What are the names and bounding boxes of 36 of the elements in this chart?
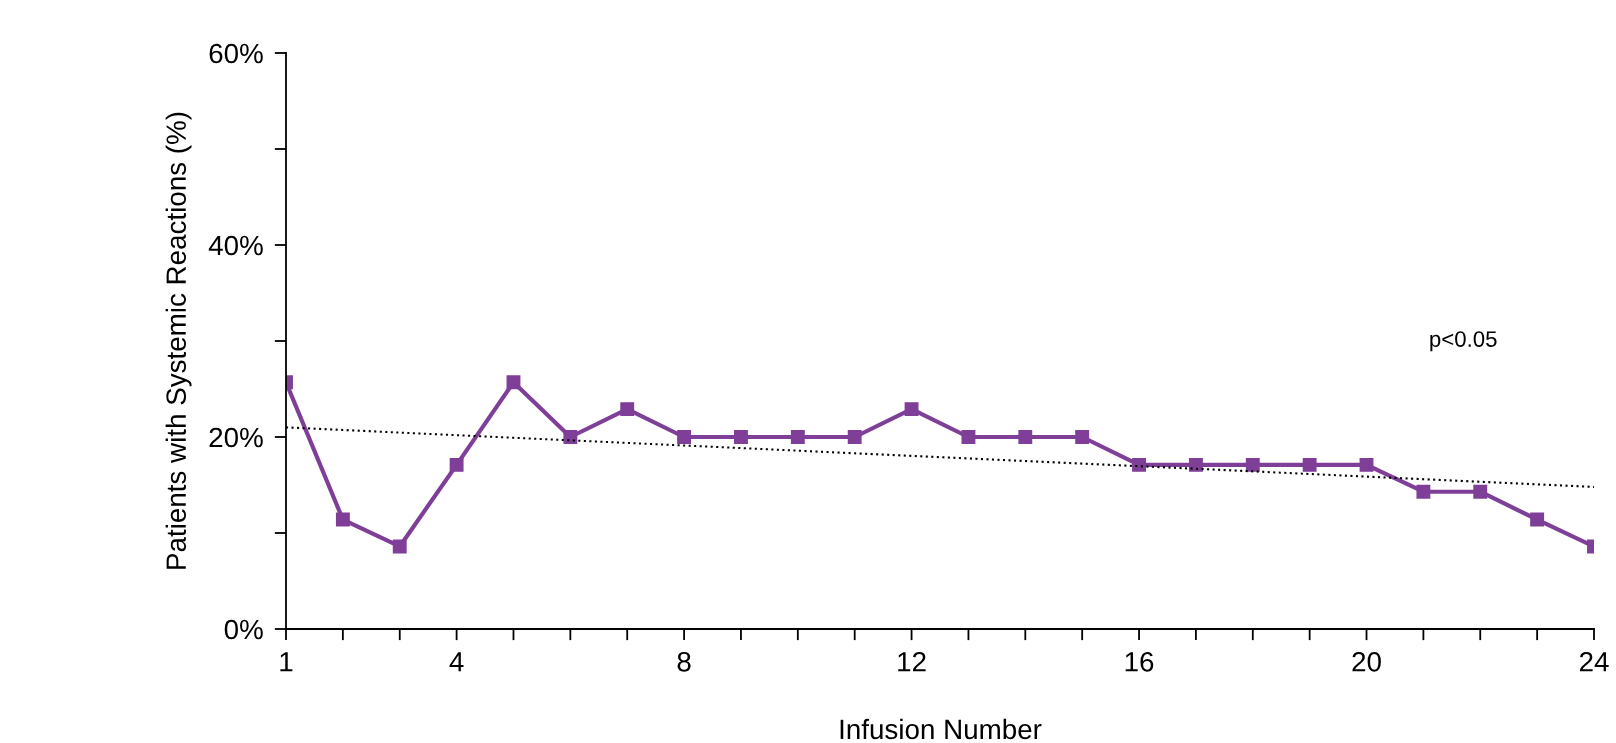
point — [449, 457, 464, 472]
point — [392, 539, 407, 554]
x-tick-label: 1 — [280, 652, 293, 672]
point — [563, 430, 578, 444]
y-tick-label: 40% — [208, 235, 263, 256]
point — [1075, 430, 1090, 444]
point — [1530, 512, 1545, 527]
point — [1245, 457, 1260, 472]
point — [1473, 484, 1488, 499]
y-tick-label: 60% — [209, 43, 263, 64]
x-tick-label: 4 — [449, 652, 464, 672]
point — [847, 430, 862, 444]
point — [1018, 430, 1033, 444]
point — [1132, 457, 1146, 472]
y-axis-title: Patients with Systemic Reactions (%) — [165, 112, 192, 569]
point — [961, 430, 976, 444]
point — [677, 430, 692, 444]
point — [1302, 457, 1317, 472]
x-axis-title: Infusion Number — [840, 718, 1042, 740]
point — [734, 430, 748, 444]
x-tick-label: 24 — [1579, 651, 1609, 672]
point — [1416, 484, 1431, 499]
point — [1359, 457, 1374, 472]
point — [335, 512, 350, 527]
y-tick-label: 0% — [224, 619, 263, 640]
point — [790, 430, 805, 444]
point — [506, 375, 521, 390]
point — [620, 402, 635, 417]
x-tick-label: 12 — [898, 651, 926, 672]
annotation: p<0.05 — [1430, 331, 1497, 352]
y-tick-label: 20% — [209, 427, 263, 448]
x-tick-label: 16 — [1125, 651, 1154, 672]
point — [1188, 457, 1203, 472]
point — [904, 402, 919, 417]
x-tick-label: 8 — [677, 651, 691, 672]
x-tick-label: 20 — [1352, 651, 1381, 672]
